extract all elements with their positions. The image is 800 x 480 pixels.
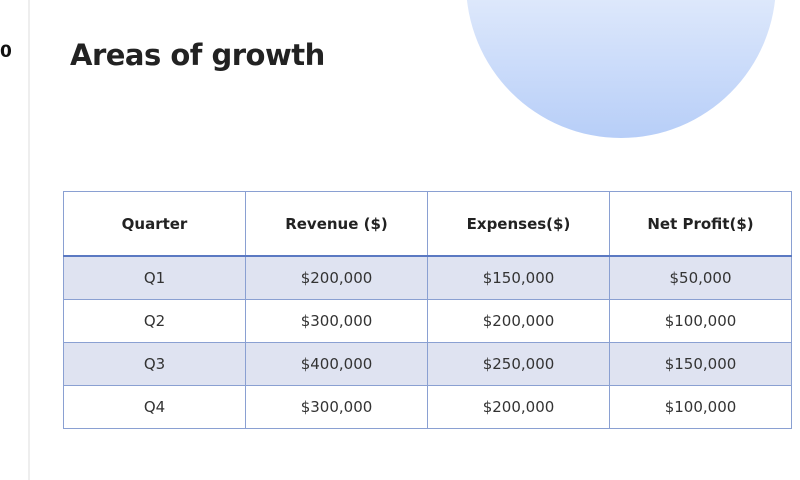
cell-quarter: Q1 [63,255,246,300]
cell-revenue: $300,000 [245,385,428,429]
header-revenue: Revenue ($) [245,191,428,257]
cell-net-profit: $50,000 [609,255,792,300]
cell-revenue: $300,000 [245,299,428,343]
table-row: Q1 $200,000 $150,000 $50,000 [63,255,792,300]
cell-revenue: $200,000 [245,255,428,300]
cell-quarter: Q4 [63,385,246,429]
cell-revenue: $400,000 [245,342,428,386]
cell-expenses: $250,000 [427,342,610,386]
cell-net-profit: $100,000 [609,299,792,343]
left-panel-strip [0,0,30,480]
cell-quarter: Q2 [63,299,246,343]
table-row: Q2 $300,000 $200,000 $100,000 [63,299,792,343]
cell-expenses: $200,000 [427,385,610,429]
cell-quarter: Q3 [63,342,246,386]
table-row: Q3 $400,000 $250,000 $150,000 [63,342,792,386]
page-title: Areas of growth [70,38,325,72]
cell-expenses: $200,000 [427,299,610,343]
table-header-row: Quarter Revenue ($) Expenses($) Net Prof… [63,191,792,257]
quarterly-table: Quarter Revenue ($) Expenses($) Net Prof… [63,191,792,429]
data-table-container: Quarter Revenue ($) Expenses($) Net Prof… [63,191,792,429]
header-expenses: Expenses($) [427,191,610,257]
table-row: Q4 $300,000 $200,000 $100,000 [63,385,792,429]
cell-expenses: $150,000 [427,255,610,300]
slide-number: 0 [0,42,12,62]
header-quarter: Quarter [63,191,246,257]
cell-net-profit: $150,000 [609,342,792,386]
header-net-profit: Net Profit($) [609,191,792,257]
cell-net-profit: $100,000 [609,385,792,429]
decorative-circle [466,0,776,138]
